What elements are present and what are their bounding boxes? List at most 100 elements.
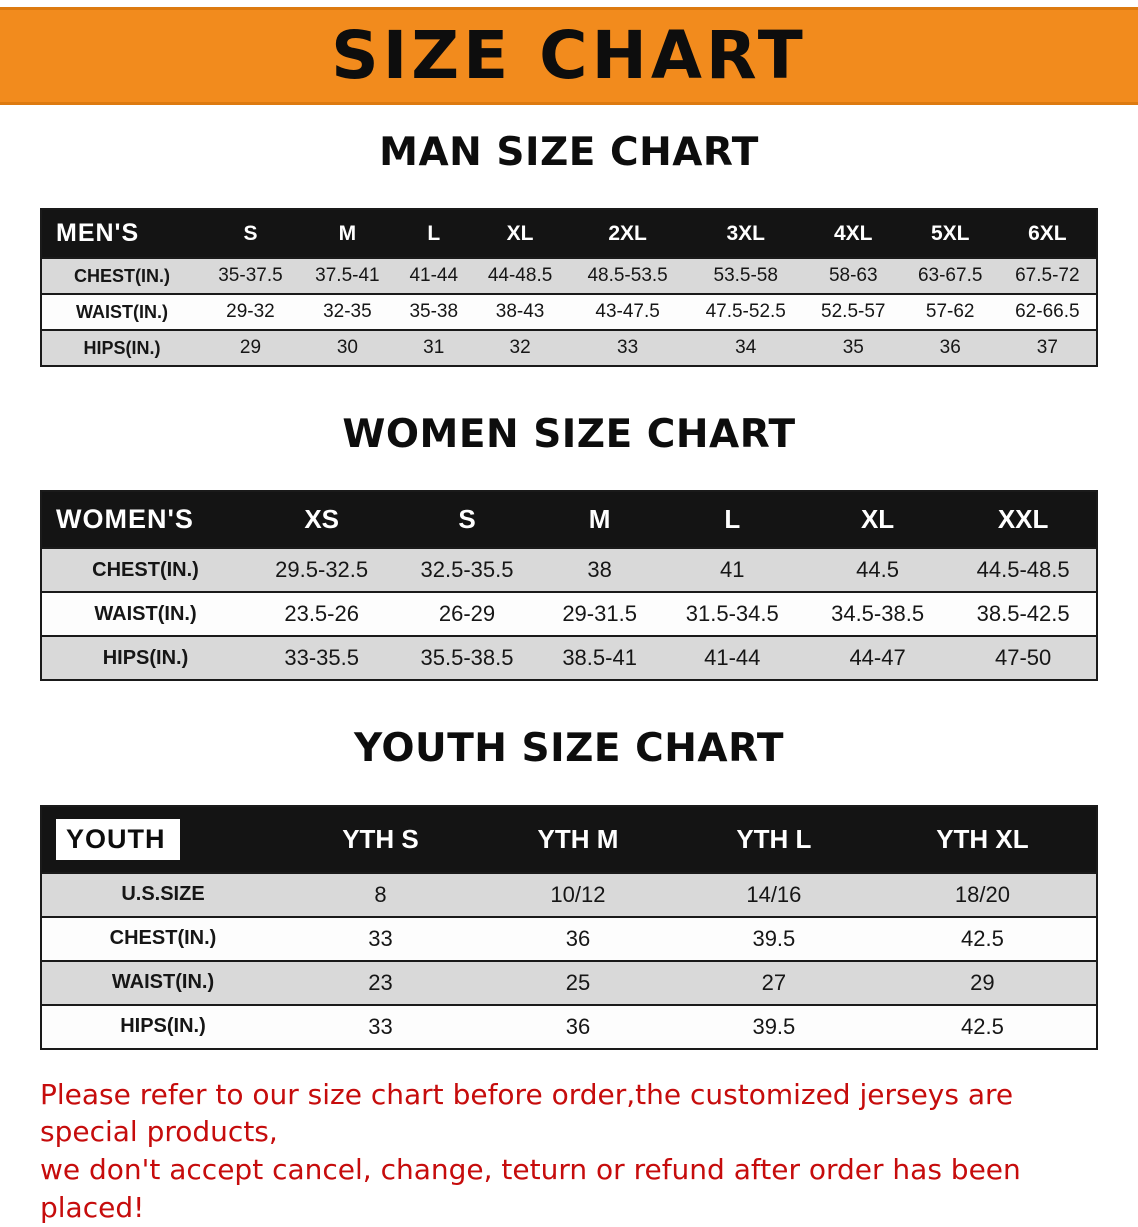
size-column-header: YTH XL xyxy=(868,805,1097,873)
measurement-value-cell: 29 xyxy=(202,329,299,367)
measurement-value-cell: 52.5-57 xyxy=(804,293,902,331)
measurement-row: CHEST(IN.) 33 36 39.5 42.5 xyxy=(41,915,1097,961)
row-label-cell: CHEST(IN.) xyxy=(41,547,249,593)
measurement-value-cell: 44.5 xyxy=(804,547,951,593)
men-size-section: MAN SIZE CHART MEN'S S M L XL 2XL 3XL 4XL 5XL 6XL… xyxy=(0,130,1138,368)
measurement-value-cell: 67.5-72 xyxy=(998,257,1097,295)
measurement-value-cell: 41-44 xyxy=(659,635,805,681)
measurement-row: WAIST(IN.) 23 25 27 29 xyxy=(41,959,1097,1005)
row-label-cell: WAIST(IN.) xyxy=(41,959,284,1005)
disclaimer-line-2: we don't accept cancel, change, teturn o… xyxy=(40,1153,1021,1224)
size-column-header: YTH M xyxy=(476,805,679,873)
measurement-row: CHEST(IN.) 35-37.5 37.5-41 41-44 44-48.5 48.5… xyxy=(41,257,1097,295)
size-column-header: S xyxy=(394,491,540,549)
measurement-value-cell: 36 xyxy=(901,329,999,367)
size-column-header: XS xyxy=(249,491,395,549)
table-header-row: MEN'S S M L XL 2XL 3XL 4XL 5XL 6XL xyxy=(41,209,1097,259)
measurement-value-cell: 29-32 xyxy=(202,293,299,331)
row-label-cell: U.S.SIZE xyxy=(41,871,284,917)
measurement-value-cell: 23.5-26 xyxy=(249,591,395,637)
size-column-header: XXL xyxy=(950,491,1097,549)
measurement-value-cell: 37.5-41 xyxy=(298,257,396,295)
size-column-header: YTH L xyxy=(678,805,869,873)
row-label-cell: CHEST(IN.) xyxy=(41,915,284,961)
measurement-value-cell: 42.5 xyxy=(868,915,1097,961)
measurement-value-cell: 32 xyxy=(471,329,569,367)
size-chart-banner: SIZE CHART xyxy=(0,7,1138,105)
measurement-value-cell: 27 xyxy=(678,959,869,1005)
size-column-header: 6XL xyxy=(998,209,1097,259)
size-column-header: 5XL xyxy=(901,209,999,259)
measurement-value-cell: 29.5-32.5 xyxy=(249,547,395,593)
measurement-value-cell: 18/20 xyxy=(868,871,1097,917)
measurement-value-cell: 33-35.5 xyxy=(249,635,395,681)
measurement-value-cell: 39.5 xyxy=(678,915,869,961)
measurement-row: WAIST(IN.) 29-32 32-35 35-38 38-43 43-47.5 47.… xyxy=(41,293,1097,331)
youth-section-heading: YOUTH SIZE CHART xyxy=(354,726,784,772)
size-column-header: 2XL xyxy=(568,209,687,259)
table-title-label: WOMEN'S xyxy=(56,504,194,535)
men-section-heading: MAN SIZE CHART xyxy=(379,130,759,175)
measurement-row: HIPS(IN.) 29 30 31 32 33 34 35 36 37 xyxy=(41,329,1097,367)
measurement-value-cell: 10/12 xyxy=(476,871,679,917)
measurement-value-cell: 58-63 xyxy=(804,257,902,295)
size-column-header: L xyxy=(659,491,805,549)
row-label-cell: HIPS(IN.) xyxy=(41,1003,284,1049)
measurement-value-cell: 38.5-41 xyxy=(539,635,660,681)
measurement-row: U.S.SIZE 8 10/12 14/16 18/20 xyxy=(41,871,1097,917)
measurement-value-cell: 41 xyxy=(659,547,805,593)
measurement-value-cell: 33 xyxy=(284,915,477,961)
measurement-value-cell: 62-66.5 xyxy=(998,293,1097,331)
row-label-cell: HIPS(IN.) xyxy=(41,329,202,367)
measurement-value-cell: 31.5-34.5 xyxy=(659,591,805,637)
women-section-heading: WOMEN SIZE CHART xyxy=(342,412,796,458)
table-title-cell: MEN'S xyxy=(41,209,202,259)
size-column-header: M xyxy=(539,491,660,549)
size-column-header: YTH S xyxy=(284,805,477,873)
measurement-value-cell: 26-29 xyxy=(394,591,540,637)
row-label-cell: HIPS(IN.) xyxy=(41,635,249,681)
measurement-value-cell: 35 xyxy=(804,329,902,367)
measurement-value-cell: 35-38 xyxy=(395,293,472,331)
measurement-value-cell: 38.5-42.5 xyxy=(950,591,1097,637)
size-column-header: 4XL xyxy=(804,209,902,259)
measurement-value-cell: 31 xyxy=(395,329,472,367)
women-size-table: WOMEN'S XS S M L XL XXL CHEST(IN.) 29.5-32.5 32.5… xyxy=(40,490,1098,682)
measurement-value-cell: 39.5 xyxy=(678,1003,869,1049)
measurement-value-cell: 47.5-52.5 xyxy=(686,293,805,331)
measurement-value-cell: 25 xyxy=(476,959,679,1005)
row-label-cell: WAIST(IN.) xyxy=(41,293,202,331)
measurement-value-cell: 36 xyxy=(476,1003,679,1049)
size-column-header: 3XL xyxy=(686,209,805,259)
measurement-row: WAIST(IN.) 23.5-26 26-29 29-31.5 31.5-34.5 34… xyxy=(41,591,1097,637)
measurement-value-cell: 53.5-58 xyxy=(686,257,805,295)
youth-size-section: YOUTH SIZE CHART YOUTH YTH S YTH M YTH L YTH… xyxy=(0,726,1138,1050)
measurement-value-cell: 33 xyxy=(284,1003,477,1049)
measurement-value-cell: 33 xyxy=(568,329,687,367)
table-title-cell: YOUTH xyxy=(41,805,284,873)
youth-size-table: YOUTH YTH S YTH M YTH L YTH XL U.S.SIZE 8 10/12… xyxy=(40,804,1098,1050)
women-size-section: WOMEN SIZE CHART WOMEN'S XS S M L XL XXL CHEST(… xyxy=(0,412,1138,682)
measurement-value-cell: 38-43 xyxy=(471,293,569,331)
measurement-row: HIPS(IN.) 33-35.5 35.5-38.5 38.5-41 41-44 44-… xyxy=(41,635,1097,681)
measurement-value-cell: 30 xyxy=(298,329,396,367)
measurement-value-cell: 29 xyxy=(868,959,1097,1005)
size-column-header: XL xyxy=(804,491,951,549)
measurement-value-cell: 32.5-35.5 xyxy=(394,547,540,593)
measurement-value-cell: 37 xyxy=(998,329,1097,367)
table-header-row: WOMEN'S XS S M L XL XXL xyxy=(41,491,1097,549)
size-column-header: L xyxy=(395,209,472,259)
measurement-value-cell: 41-44 xyxy=(395,257,472,295)
table-header-row: YOUTH YTH S YTH M YTH L YTH XL xyxy=(41,805,1097,873)
measurement-value-cell: 43-47.5 xyxy=(568,293,687,331)
size-column-header: S xyxy=(202,209,299,259)
row-label-cell: WAIST(IN.) xyxy=(41,591,249,637)
measurement-value-cell: 34 xyxy=(686,329,805,367)
measurement-value-cell: 35.5-38.5 xyxy=(394,635,540,681)
measurement-value-cell: 8 xyxy=(284,871,477,917)
measurement-value-cell: 44-48.5 xyxy=(471,257,569,295)
row-label-cell: CHEST(IN.) xyxy=(41,257,202,295)
measurement-value-cell: 44-47 xyxy=(804,635,951,681)
measurement-value-cell: 57-62 xyxy=(901,293,999,331)
measurement-value-cell: 44.5-48.5 xyxy=(950,547,1097,593)
